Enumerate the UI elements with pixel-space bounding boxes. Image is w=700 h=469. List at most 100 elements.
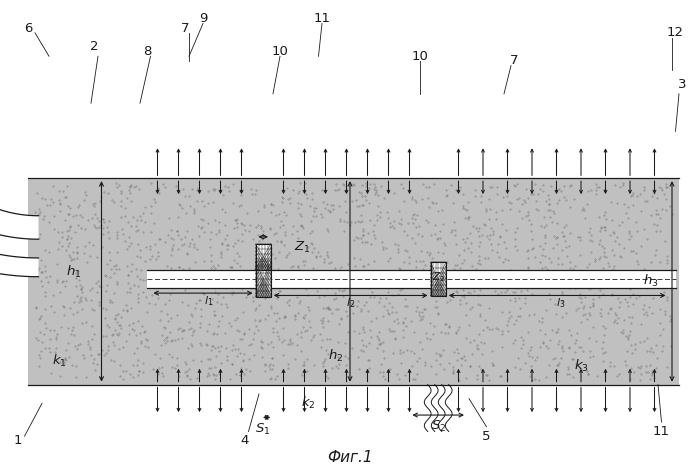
Point (80, 296, 91, 304)
Point (251, 186, 262, 194)
Point (125, 182, 136, 190)
Point (528, 310, 539, 318)
Point (316, 213, 327, 220)
Bar (28, 178, 679, 385)
Point (551, 233, 562, 241)
Point (150, 300, 161, 308)
Point (606, 304, 617, 312)
Point (458, 287, 469, 294)
Point (69, 228, 80, 236)
Point (284, 301, 295, 309)
Point (127, 319, 139, 327)
Point (586, 275, 597, 282)
Point (556, 345, 568, 352)
Point (522, 263, 533, 271)
Point (363, 307, 374, 315)
Point (211, 277, 223, 284)
Point (76, 319, 88, 327)
Point (419, 261, 430, 269)
Point (395, 347, 406, 354)
Point (511, 180, 522, 188)
Point (448, 218, 459, 226)
Point (624, 235, 635, 243)
Point (382, 288, 393, 296)
Point (40, 273, 51, 281)
Point (384, 325, 395, 333)
Point (269, 266, 280, 273)
Point (365, 317, 377, 325)
Point (356, 182, 367, 189)
Point (531, 197, 542, 205)
Point (501, 192, 512, 200)
Point (446, 291, 457, 298)
Point (249, 190, 260, 198)
Point (71, 211, 82, 219)
Point (531, 354, 542, 361)
Point (174, 264, 185, 271)
Point (39, 268, 50, 275)
Point (641, 284, 652, 292)
Point (203, 320, 214, 328)
Point (369, 185, 380, 193)
Point (235, 191, 246, 198)
Point (620, 333, 631, 340)
Point (315, 317, 326, 324)
Point (166, 315, 177, 322)
Point (318, 256, 330, 263)
Point (204, 243, 216, 250)
Point (140, 218, 151, 226)
Point (533, 191, 544, 198)
Point (333, 202, 344, 210)
Point (76, 288, 88, 296)
Point (632, 227, 643, 234)
Point (622, 214, 634, 222)
Point (515, 333, 526, 340)
Point (74, 277, 85, 284)
Point (73, 267, 84, 275)
Point (300, 311, 311, 319)
Point (30, 227, 41, 235)
Point (428, 181, 440, 188)
Point (606, 198, 617, 206)
Point (332, 353, 344, 361)
Point (60, 217, 71, 224)
Point (324, 305, 335, 312)
Point (623, 281, 634, 288)
Point (234, 349, 246, 356)
Point (195, 215, 206, 223)
Point (610, 309, 621, 316)
Point (410, 196, 421, 203)
Point (460, 374, 471, 382)
Point (300, 179, 311, 187)
Point (209, 311, 220, 319)
Point (376, 239, 387, 246)
Point (610, 181, 621, 189)
Point (414, 222, 425, 230)
Point (245, 284, 256, 292)
Point (564, 371, 575, 378)
Point (113, 265, 125, 273)
Point (446, 229, 457, 236)
Point (65, 254, 76, 261)
Point (71, 373, 82, 381)
Point (382, 306, 393, 313)
Point (510, 228, 521, 235)
Point (609, 280, 620, 287)
Point (523, 254, 534, 261)
Point (48, 308, 60, 316)
Point (181, 209, 192, 216)
Point (613, 370, 624, 378)
Point (494, 233, 505, 240)
Point (627, 202, 638, 209)
Point (132, 356, 144, 364)
Point (353, 217, 364, 225)
Point (292, 189, 303, 197)
Point (537, 182, 548, 189)
Point (134, 185, 145, 192)
Point (135, 216, 146, 223)
Point (570, 336, 581, 344)
Point (606, 290, 617, 298)
Point (652, 354, 663, 362)
Point (654, 258, 666, 266)
Point (280, 314, 291, 321)
